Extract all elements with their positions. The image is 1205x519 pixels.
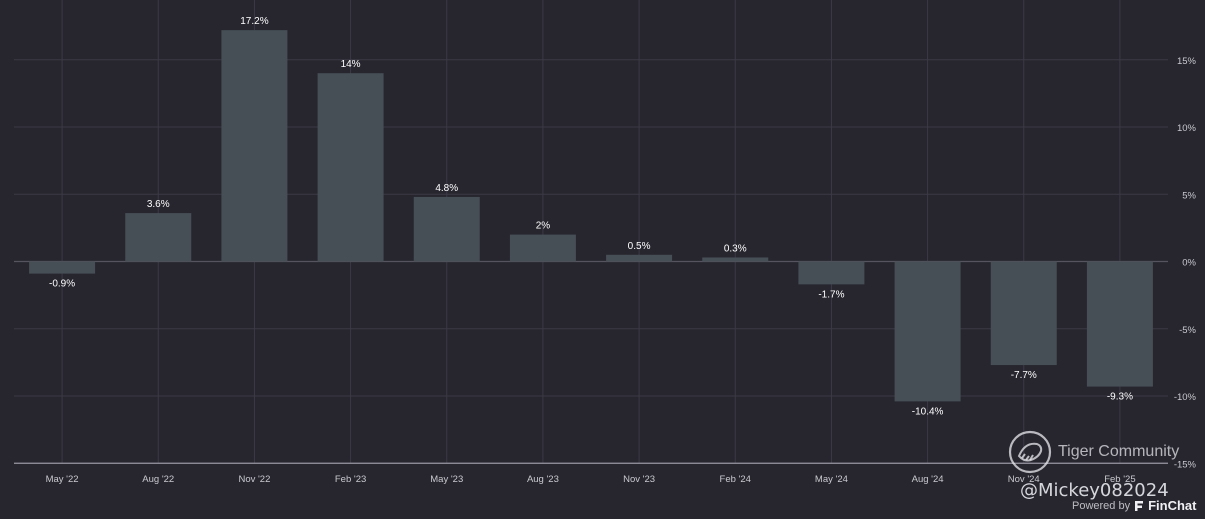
axes: 15% 10% 5% 0% -5% -10% -15% May '22 Aug '22 Nov '… [14, 56, 1197, 485]
y-tick-label: 5% [1182, 190, 1196, 201]
x-tick-label: Feb '23 [335, 474, 366, 485]
bar [798, 261, 865, 285]
data-label: -9.3% [1107, 392, 1133, 403]
data-label: 2% [536, 221, 551, 232]
data-label: 0.5% [628, 241, 651, 252]
finchat-logo-icon [1135, 500, 1144, 511]
bar [125, 213, 192, 262]
bar [894, 261, 961, 402]
data-labels: -0.9% 3.6% 17.2% 14% 4.8% 2% 0.5% 0.3% -1.7% -10.… [49, 16, 1133, 417]
data-label: 17.2% [240, 16, 268, 27]
data-label: 4.8% [435, 183, 458, 194]
watermark-community: Tiger Community [1058, 443, 1180, 460]
bar [509, 234, 576, 262]
bar [413, 196, 480, 262]
y-tick-label: -5% [1179, 325, 1196, 336]
data-label: 14% [341, 59, 361, 70]
bar [990, 261, 1057, 366]
finchat-brand: FinChat [1148, 498, 1197, 513]
x-tick-label: Aug '24 [912, 474, 944, 485]
y-tick-label: -15% [1174, 459, 1197, 470]
x-tick-label: Nov '23 [623, 474, 655, 485]
y-tick-label: 10% [1177, 123, 1197, 134]
bar [702, 257, 769, 262]
x-tick-label: May '22 [46, 474, 79, 485]
x-tick-label: May '23 [430, 474, 463, 485]
bar [29, 261, 96, 274]
x-tick-label: Aug '22 [142, 474, 174, 485]
gridlines [14, 0, 1168, 464]
x-tick-label: Nov '22 [238, 474, 270, 485]
y-tick-label: 15% [1177, 56, 1197, 67]
x-tick-label: May '24 [815, 474, 848, 485]
x-tick-label: Feb '25 [1104, 474, 1135, 485]
x-tick-label: Feb '24 [720, 474, 751, 485]
bar [1086, 261, 1153, 387]
data-label: -1.7% [818, 289, 844, 300]
x-tick-label: Nov '24 [1008, 474, 1040, 485]
data-label: 3.6% [147, 199, 170, 210]
data-label: -0.9% [49, 279, 75, 290]
bar [606, 254, 673, 262]
bar [221, 30, 288, 262]
bar [317, 73, 384, 262]
y-tick-label: -10% [1174, 392, 1197, 403]
y-tick-label: 0% [1182, 258, 1196, 269]
watermark-handle: @Mickey082024 [1020, 480, 1169, 501]
powered-by-text: Powered by [1072, 499, 1131, 512]
tiger-logo-icon [1008, 430, 1052, 474]
powered-by-footer[interactable]: Powered by FinChat [1072, 498, 1196, 513]
x-tick-label: Aug '23 [527, 474, 559, 485]
data-label: -7.7% [1011, 370, 1037, 381]
data-label: -10.4% [912, 406, 944, 417]
data-label: 0.3% [724, 243, 747, 254]
bars [29, 30, 1153, 402]
